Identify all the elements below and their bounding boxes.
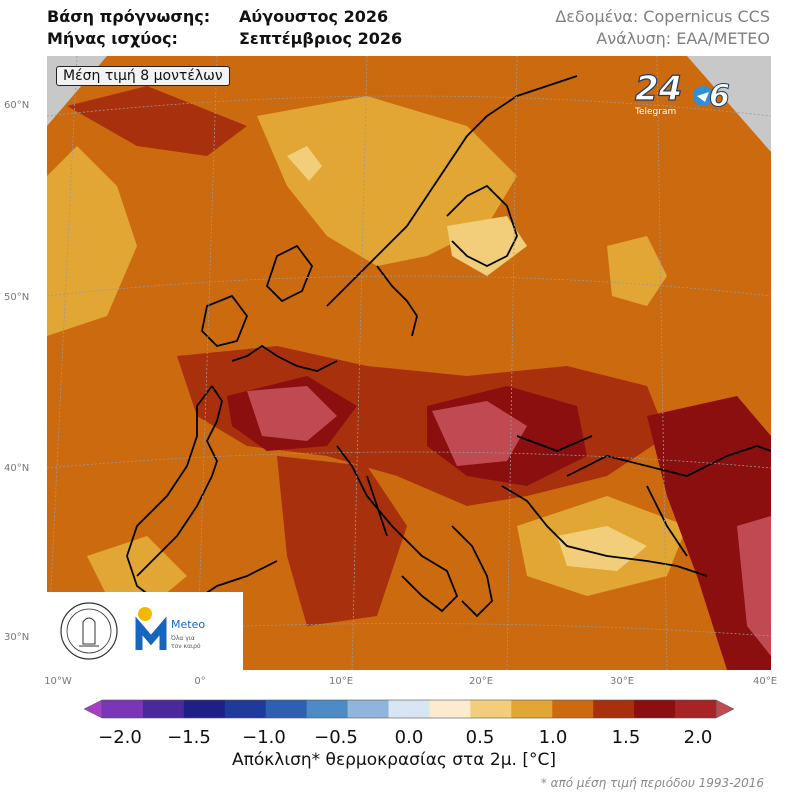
colorbar-extend-high	[715, 699, 734, 719]
hotspot-france	[247, 386, 337, 441]
lon-label-20e: 20°E	[468, 676, 494, 687]
colorbar-tick: 2.0	[683, 727, 713, 748]
map-canvas	[47, 56, 771, 670]
svg-text:6: 6	[709, 79, 730, 114]
colorbar-label: Απόκλιση* θερμοκρασίας στα 2μ. [°C]	[232, 750, 556, 770]
credits: Δεδομένα: Copernicus CCS Ανάλυση: ΕΑΑ/ME…	[555, 6, 770, 50]
meteo-m-icon	[135, 616, 167, 650]
analysis-credit: Ανάλυση: ΕΑΑ/METEO	[596, 29, 770, 48]
outside-projection-right	[687, 56, 771, 152]
colorbar-tick: −0.5	[314, 727, 358, 748]
colorbar-tick: 1.5	[611, 727, 641, 748]
colorbar-cell	[142, 700, 185, 718]
base-value: Αύγουστος 2026	[239, 7, 389, 26]
colorbar-cell	[511, 700, 553, 718]
observatory-seal-icon: Meteo Όλα για τον καιρό	[60, 602, 205, 660]
svg-text:Όλα για: Όλα για	[170, 635, 195, 642]
coastlines	[126, 75, 771, 618]
telegram-24-icon: 24 6 Telegram	[634, 68, 730, 116]
colorbar-cell	[224, 700, 267, 718]
colorbar-cell	[593, 700, 635, 718]
lon-label-30e: 30°E	[609, 676, 635, 687]
colorbar-cell	[306, 700, 349, 718]
colorbar-cell	[552, 700, 594, 718]
colorbar-cell	[347, 700, 390, 718]
lat-label-40: 40°N	[4, 463, 30, 474]
valid-label: Μήνας ισχύος:	[47, 29, 178, 48]
colorbar-tick: 1.0	[538, 727, 568, 748]
logo-telegram-text: Telegram	[634, 107, 676, 116]
hotspot-balkans	[432, 401, 527, 466]
graticule	[47, 56, 771, 670]
colorbar-cell	[265, 700, 308, 718]
data-source: Δεδομένα: Copernicus CCS	[555, 7, 770, 26]
colorbar-cell	[675, 700, 717, 718]
lat-label-50: 50°N	[4, 292, 30, 303]
colorbar-frame	[101, 699, 717, 719]
lon-label-0: 0°	[194, 676, 206, 687]
svg-text:τον καιρό: τον καιρό	[171, 643, 201, 650]
logo-number: 24	[635, 69, 682, 109]
colorbar-cell	[102, 700, 144, 718]
colorbar-cell	[388, 700, 430, 718]
lon-label-10w: 10°W	[44, 676, 72, 687]
colorbar-tick: 0.5	[465, 727, 495, 748]
lon-label-10e: 10°E	[328, 676, 354, 687]
anomaly-map: Μέση τιμή 8 μοντέλων 24 6 Telegram Meteo…	[47, 56, 771, 670]
colorbar-tick: −2.0	[98, 727, 142, 748]
colorbar-cell	[429, 700, 471, 718]
baseline-footnote: * από μέση τιμή περιόδου 1993-2016	[540, 776, 764, 790]
colorbar-cell	[634, 700, 676, 718]
colorbar-tick: −1.5	[167, 727, 211, 748]
meteo-sun-icon	[138, 607, 152, 621]
forecast-info: Βάση πρόγνωσης: Αύγουστος 2026 Μήνας ισχύ…	[47, 6, 402, 50]
lon-label-40e: 40°E	[752, 676, 778, 687]
lat-label-30: 30°N	[4, 632, 30, 643]
colorbar-cell	[183, 700, 226, 718]
colorbar-cell	[470, 700, 512, 718]
colorbar-extend-low	[84, 699, 103, 719]
partner-logos: Meteo Όλα για τον καιρό	[47, 592, 243, 670]
lat-label-60: 60°N	[4, 100, 30, 111]
meteo-name: Meteo	[171, 618, 205, 631]
colorbar-tick: −1.0	[242, 727, 286, 748]
model-mean-badge: Μέση τιμή 8 μοντέλων	[56, 66, 230, 86]
colorbar	[84, 699, 734, 719]
valid-value: Σεπτέμβριος 2026	[239, 29, 403, 48]
telegram-24-logo: 24 6 Telegram	[633, 66, 737, 116]
colorbar-tick: 0.0	[394, 727, 424, 748]
base-label: Βάση πρόγνωσης:	[47, 7, 211, 26]
